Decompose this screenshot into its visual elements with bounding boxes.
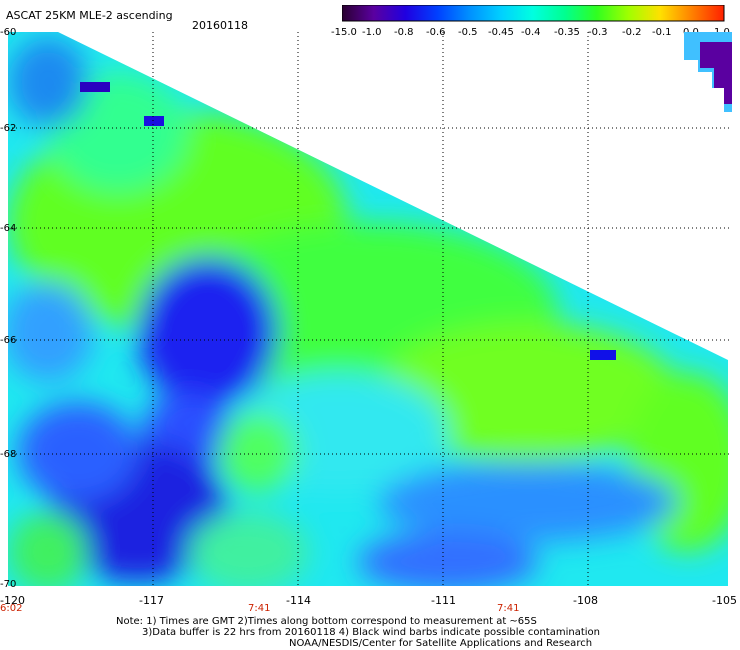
colorbar-label: -0.5 bbox=[458, 27, 478, 38]
colorbar-label: -15.0 bbox=[331, 27, 357, 38]
lon-label: -105 bbox=[712, 594, 737, 607]
lon-label: -117 bbox=[139, 594, 164, 607]
colorbar-label: -0.8 bbox=[394, 27, 414, 38]
colorbar-label: -0.3 bbox=[588, 27, 608, 38]
colorbar-label: -0.1 bbox=[652, 27, 672, 38]
lon-label: -108 bbox=[573, 594, 598, 607]
lon-label: -111 bbox=[431, 594, 456, 607]
colorbar-label: -0.45 bbox=[488, 27, 514, 38]
lat-label: -66 bbox=[0, 335, 17, 346]
map-title: ASCAT 25KM MLE-2 ascending bbox=[6, 9, 173, 22]
lat-label: -70 bbox=[0, 579, 17, 590]
gridlines bbox=[8, 32, 732, 586]
lat-label: -64 bbox=[0, 223, 17, 234]
note-line-3: NOAA/NESDIS/Center for Satellite Applica… bbox=[289, 638, 593, 649]
time-label: 7:41 bbox=[497, 603, 520, 614]
time-label: 7:41 bbox=[248, 603, 271, 614]
data-swath bbox=[8, 32, 728, 586]
colorbar-label: -0.35 bbox=[554, 27, 580, 38]
wind-field-map bbox=[8, 32, 732, 586]
note-line-2: 3)Data buffer is 22 hrs from 20160118 4)… bbox=[142, 627, 600, 638]
colorbar-gradient bbox=[342, 5, 725, 22]
lat-label: -60 bbox=[0, 27, 17, 38]
colorbar-label: -0.6 bbox=[426, 27, 446, 38]
time-label: 6:02 bbox=[0, 603, 23, 614]
colorbar-label: -0.2 bbox=[622, 27, 642, 38]
lat-label: -62 bbox=[0, 123, 17, 134]
map-date: 20160118 bbox=[192, 19, 248, 32]
lat-label: -68 bbox=[0, 449, 17, 460]
colorbar bbox=[342, 5, 725, 22]
lon-label: -114 bbox=[286, 594, 311, 607]
note-line-1: Note: 1) Times are GMT 2)Times along bot… bbox=[116, 616, 537, 627]
colorbar-label: -1.0 bbox=[362, 27, 382, 38]
colorbar-label: -0.4 bbox=[521, 27, 541, 38]
corner-data-patch bbox=[684, 32, 732, 112]
lon-label: -120 bbox=[0, 594, 25, 607]
